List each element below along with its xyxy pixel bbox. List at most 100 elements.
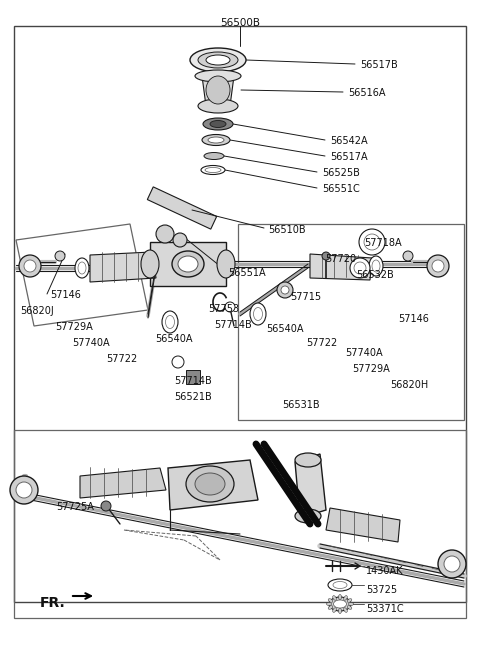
Circle shape <box>277 282 293 298</box>
Circle shape <box>438 550 466 578</box>
Ellipse shape <box>333 596 336 600</box>
Circle shape <box>225 302 235 312</box>
Ellipse shape <box>372 260 380 272</box>
Ellipse shape <box>198 99 238 113</box>
Circle shape <box>19 255 41 277</box>
Circle shape <box>172 356 184 368</box>
Ellipse shape <box>326 603 332 605</box>
Circle shape <box>322 252 330 260</box>
Text: 57729A: 57729A <box>352 364 390 374</box>
Ellipse shape <box>186 466 234 502</box>
Text: 56500B: 56500B <box>220 18 260 28</box>
Ellipse shape <box>250 303 266 325</box>
Text: 56525B: 56525B <box>322 168 360 178</box>
Text: 56820J: 56820J <box>20 306 54 316</box>
Text: 56521B: 56521B <box>174 392 212 402</box>
Ellipse shape <box>347 599 352 602</box>
Text: 56551A: 56551A <box>228 268 265 278</box>
Circle shape <box>173 233 187 247</box>
Text: 56551C: 56551C <box>322 184 360 194</box>
Text: 57146: 57146 <box>398 314 429 324</box>
Circle shape <box>281 286 289 294</box>
Circle shape <box>403 251 413 261</box>
Ellipse shape <box>328 606 333 609</box>
Ellipse shape <box>78 262 86 274</box>
Ellipse shape <box>195 70 241 82</box>
Text: 53371C: 53371C <box>366 604 404 614</box>
Ellipse shape <box>217 250 235 278</box>
Polygon shape <box>150 242 226 286</box>
Text: 53725: 53725 <box>366 585 397 595</box>
Polygon shape <box>310 254 372 280</box>
Ellipse shape <box>178 256 198 272</box>
Circle shape <box>350 258 370 278</box>
Circle shape <box>427 255 449 277</box>
Polygon shape <box>186 370 200 384</box>
Circle shape <box>101 501 111 511</box>
Circle shape <box>16 482 32 498</box>
Text: 57714B: 57714B <box>214 320 252 330</box>
Polygon shape <box>295 454 326 518</box>
Text: 57715: 57715 <box>290 292 321 302</box>
Ellipse shape <box>206 55 230 65</box>
Polygon shape <box>326 508 400 542</box>
Text: 56516A: 56516A <box>348 88 385 98</box>
Text: 56531B: 56531B <box>282 400 320 410</box>
Bar <box>14 26 466 602</box>
Text: 56540A: 56540A <box>155 334 192 344</box>
Polygon shape <box>80 468 166 498</box>
Text: 57146: 57146 <box>50 290 81 300</box>
Text: 57753: 57753 <box>208 304 239 314</box>
Ellipse shape <box>210 121 226 127</box>
Ellipse shape <box>204 152 224 160</box>
Text: 57740A: 57740A <box>72 338 109 348</box>
Ellipse shape <box>328 579 352 591</box>
Ellipse shape <box>295 509 321 523</box>
Ellipse shape <box>190 48 246 72</box>
Polygon shape <box>168 460 258 510</box>
Text: 56820H: 56820H <box>390 380 428 390</box>
Ellipse shape <box>162 311 178 333</box>
Ellipse shape <box>205 167 221 172</box>
Ellipse shape <box>208 137 224 143</box>
Circle shape <box>10 476 38 504</box>
Ellipse shape <box>195 473 225 495</box>
Polygon shape <box>147 187 216 229</box>
Circle shape <box>55 251 65 261</box>
Ellipse shape <box>203 118 233 130</box>
Polygon shape <box>90 252 156 282</box>
Ellipse shape <box>201 165 225 174</box>
Text: 57720: 57720 <box>325 254 356 264</box>
Text: 1430AK: 1430AK <box>366 566 404 576</box>
Text: 56517A: 56517A <box>330 152 368 162</box>
Ellipse shape <box>338 594 341 599</box>
Ellipse shape <box>141 250 159 278</box>
Ellipse shape <box>329 597 351 611</box>
Text: FR.: FR. <box>40 596 66 610</box>
Ellipse shape <box>334 600 347 608</box>
Text: 56517B: 56517B <box>360 60 398 70</box>
Text: 56542A: 56542A <box>330 136 368 146</box>
Circle shape <box>432 260 444 272</box>
Ellipse shape <box>202 134 230 145</box>
Text: 56510B: 56510B <box>268 225 306 235</box>
Ellipse shape <box>369 256 383 276</box>
Ellipse shape <box>328 599 333 602</box>
Text: 57740A: 57740A <box>345 348 383 358</box>
Ellipse shape <box>166 315 175 329</box>
Ellipse shape <box>333 608 336 612</box>
Ellipse shape <box>344 596 348 600</box>
Text: 56532B: 56532B <box>356 270 394 280</box>
Ellipse shape <box>75 258 89 278</box>
Text: 56540A: 56540A <box>266 324 303 334</box>
Text: 57729A: 57729A <box>55 322 93 332</box>
Circle shape <box>359 229 385 255</box>
Ellipse shape <box>295 453 321 467</box>
Ellipse shape <box>206 76 230 104</box>
Circle shape <box>156 225 174 243</box>
Ellipse shape <box>348 603 353 605</box>
Circle shape <box>364 234 380 250</box>
Text: 57714B: 57714B <box>174 376 212 386</box>
Ellipse shape <box>338 609 341 614</box>
Ellipse shape <box>344 608 348 612</box>
